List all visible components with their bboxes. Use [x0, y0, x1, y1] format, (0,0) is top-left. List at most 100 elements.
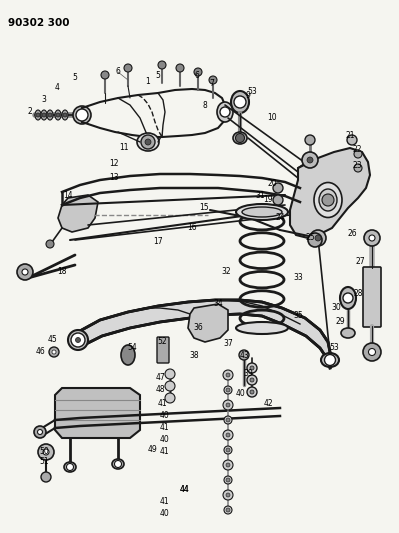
Ellipse shape	[55, 110, 61, 120]
Circle shape	[42, 113, 46, 117]
Circle shape	[52, 350, 56, 354]
Text: 35: 35	[293, 311, 303, 320]
Circle shape	[141, 135, 155, 149]
Circle shape	[101, 71, 109, 79]
Ellipse shape	[242, 207, 282, 217]
Circle shape	[22, 269, 28, 275]
Ellipse shape	[321, 353, 339, 367]
Circle shape	[239, 350, 249, 360]
Text: 45: 45	[47, 335, 57, 344]
Circle shape	[247, 387, 257, 397]
Text: 41: 41	[159, 448, 169, 456]
Text: 36: 36	[193, 324, 203, 333]
Ellipse shape	[62, 110, 68, 120]
Text: 50: 50	[39, 448, 49, 456]
Ellipse shape	[112, 459, 124, 469]
Ellipse shape	[121, 345, 135, 365]
Circle shape	[363, 343, 381, 361]
Ellipse shape	[236, 322, 288, 334]
Circle shape	[226, 373, 230, 377]
Circle shape	[67, 464, 73, 471]
Text: 23: 23	[352, 161, 362, 171]
Text: 18: 18	[57, 268, 67, 277]
Circle shape	[369, 235, 375, 241]
Ellipse shape	[137, 133, 159, 151]
Ellipse shape	[47, 110, 53, 120]
Circle shape	[38, 444, 54, 460]
Ellipse shape	[236, 204, 288, 220]
Circle shape	[226, 418, 230, 422]
Circle shape	[315, 235, 321, 241]
Text: 47: 47	[155, 374, 165, 383]
Circle shape	[223, 370, 233, 380]
Text: 1: 1	[146, 77, 150, 86]
Text: 22: 22	[352, 146, 362, 155]
Text: 42: 42	[263, 400, 273, 408]
Circle shape	[226, 433, 230, 437]
Circle shape	[34, 426, 46, 438]
Circle shape	[223, 490, 233, 500]
Text: 19: 19	[263, 196, 273, 205]
Circle shape	[71, 333, 85, 347]
Circle shape	[223, 460, 233, 470]
Ellipse shape	[217, 102, 233, 122]
Text: 7: 7	[209, 79, 214, 88]
Text: 90302 300: 90302 300	[8, 18, 69, 28]
Polygon shape	[58, 195, 98, 232]
Ellipse shape	[233, 132, 247, 144]
Text: 44: 44	[179, 486, 189, 495]
Text: 12: 12	[109, 158, 119, 167]
Ellipse shape	[35, 110, 41, 120]
Circle shape	[235, 133, 245, 142]
Circle shape	[302, 152, 318, 168]
Circle shape	[324, 354, 336, 366]
Circle shape	[322, 194, 334, 206]
Circle shape	[224, 386, 232, 394]
Text: 5: 5	[73, 74, 77, 83]
Circle shape	[226, 493, 230, 497]
Circle shape	[165, 369, 175, 379]
Text: 6: 6	[195, 71, 200, 80]
Text: 6: 6	[116, 68, 120, 77]
Circle shape	[364, 230, 380, 246]
Circle shape	[307, 157, 313, 163]
Circle shape	[226, 388, 230, 392]
Text: 54: 54	[127, 343, 137, 352]
Text: 40: 40	[235, 390, 245, 399]
Circle shape	[354, 150, 362, 158]
Text: 51: 51	[39, 457, 49, 466]
Text: 32: 32	[221, 268, 231, 277]
Circle shape	[48, 113, 52, 117]
Polygon shape	[55, 388, 140, 438]
Polygon shape	[188, 304, 228, 342]
Circle shape	[250, 378, 254, 382]
Text: 10: 10	[267, 114, 277, 123]
Circle shape	[165, 381, 175, 391]
Text: 11: 11	[119, 143, 129, 152]
Circle shape	[347, 135, 357, 145]
Circle shape	[223, 430, 233, 440]
Circle shape	[226, 403, 230, 407]
Circle shape	[226, 448, 230, 452]
Text: 37: 37	[223, 340, 233, 349]
Text: 28: 28	[353, 289, 363, 298]
Text: 26: 26	[347, 230, 357, 238]
Circle shape	[75, 337, 81, 343]
Circle shape	[176, 64, 184, 72]
Circle shape	[224, 476, 232, 484]
Circle shape	[369, 349, 375, 356]
Circle shape	[17, 264, 33, 280]
Text: 38: 38	[189, 351, 199, 360]
Circle shape	[224, 506, 232, 514]
Text: 15: 15	[199, 204, 209, 213]
Text: 29: 29	[335, 318, 345, 327]
Circle shape	[76, 109, 88, 121]
Ellipse shape	[319, 189, 337, 211]
Ellipse shape	[231, 91, 249, 113]
Ellipse shape	[68, 330, 88, 350]
Circle shape	[310, 230, 326, 246]
Text: 41: 41	[157, 400, 167, 408]
Text: 44: 44	[179, 486, 189, 495]
Circle shape	[209, 76, 217, 84]
Text: 41: 41	[159, 497, 169, 506]
